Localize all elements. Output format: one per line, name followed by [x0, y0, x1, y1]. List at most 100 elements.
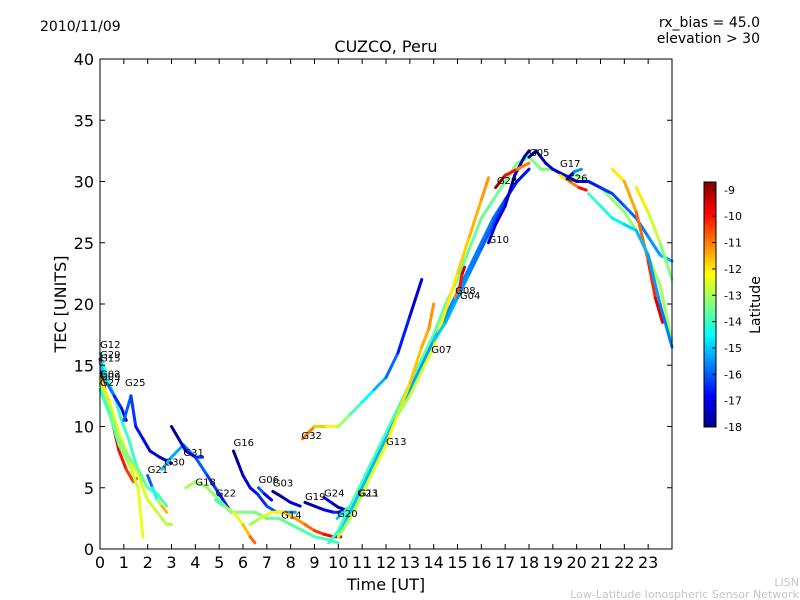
satellite-label: G30 — [164, 458, 184, 469]
satellite-label: G23 — [357, 488, 377, 499]
track-segment — [98, 361, 109, 386]
track-segment — [558, 173, 572, 183]
track-segment — [372, 376, 388, 392]
track-segment — [136, 467, 150, 490]
x-tick-label: 17 — [495, 553, 515, 572]
track-segment — [503, 173, 517, 208]
track-segment — [127, 455, 140, 471]
track-segment — [155, 510, 169, 526]
track-segment — [322, 508, 336, 514]
colorbar-tick-label: -10 — [724, 210, 742, 223]
y-tick-label: 30 — [74, 173, 94, 192]
track-segment — [193, 455, 209, 477]
track-segment — [458, 271, 464, 288]
track-segment — [303, 500, 316, 508]
track-segment — [456, 235, 471, 275]
track-g03 — [271, 489, 302, 508]
track-segment — [248, 486, 259, 496]
satellite-label: G02 — [100, 370, 120, 381]
x-tick-label: 6 — [238, 553, 248, 572]
colorbar — [703, 181, 717, 428]
plot-area — [98, 149, 674, 545]
track-segment — [98, 382, 112, 410]
y-tick-label: 15 — [74, 356, 94, 375]
x-tick-label: 14 — [423, 553, 443, 572]
track-g14 — [248, 510, 343, 539]
y-tick-label: 35 — [74, 111, 94, 130]
track-segment — [610, 167, 626, 183]
colorbar-tick-label: -16 — [724, 368, 742, 381]
satellite-label: G25 — [125, 378, 145, 389]
satellite-label: G22 — [216, 488, 236, 499]
track-segment — [427, 302, 436, 330]
track-segment — [117, 449, 128, 471]
x-tick-label: 16 — [471, 553, 491, 572]
colorbar-label: Latitude — [748, 276, 764, 334]
track-segment — [420, 345, 436, 373]
track-segment — [456, 247, 471, 281]
track-segment — [248, 516, 262, 526]
track-segment — [513, 155, 526, 177]
track-segment — [646, 235, 662, 257]
track-g31 — [170, 425, 204, 459]
x-tick-label: 9 — [309, 553, 319, 572]
x-tick-label: 3 — [166, 553, 176, 572]
track-segment — [420, 339, 436, 367]
satellite-label: G16 — [233, 438, 253, 449]
track-g05 — [527, 149, 674, 263]
satellite-label: G10 — [488, 235, 508, 246]
satellite-label: G24 — [324, 488, 344, 499]
track-segment — [408, 363, 424, 392]
track-segment — [327, 529, 340, 545]
x-tick-label: 13 — [400, 553, 420, 572]
satellite-label: G03 — [273, 479, 293, 490]
track-g32 — [301, 278, 424, 441]
track-segment — [134, 425, 145, 441]
track-g24 — [322, 496, 347, 512]
track-segment — [622, 222, 638, 232]
satellite-label: G21 — [148, 465, 168, 476]
track-g27 — [98, 388, 145, 539]
track-segment — [112, 394, 123, 410]
track-segment — [515, 161, 531, 171]
x-tick-label: 2 — [143, 553, 153, 572]
track-segment — [160, 504, 169, 514]
track-g28 — [494, 161, 531, 190]
satellite-label: G15 — [100, 354, 120, 365]
track-segment — [255, 492, 269, 508]
track-segment — [572, 167, 583, 174]
track-segment — [301, 425, 316, 441]
track-segment — [313, 504, 326, 512]
track-segment — [384, 406, 400, 435]
track-segment — [184, 449, 197, 459]
y-tick-label: 0 — [84, 540, 94, 559]
track-segment — [282, 510, 297, 520]
x-tick-label: 8 — [286, 553, 296, 572]
track-segment — [117, 437, 131, 459]
satellite-label: G19 — [305, 492, 325, 503]
x-tick-label: 21 — [590, 553, 610, 572]
track-segment — [467, 241, 483, 269]
track-segment — [479, 222, 495, 251]
track-segment — [136, 474, 150, 502]
track-g10 — [486, 149, 531, 245]
track-segment — [141, 437, 152, 453]
track-g04 — [432, 167, 531, 343]
track-segment — [146, 474, 154, 490]
track-segment — [98, 388, 112, 416]
colorbar-tick-label: -12 — [724, 263, 742, 276]
track-g22 — [214, 498, 257, 545]
x-tick-label: 15 — [447, 553, 467, 572]
y-tick-label: 40 — [74, 50, 94, 69]
track-segment — [231, 510, 245, 526]
track-segment — [360, 455, 376, 484]
track-segment — [348, 400, 364, 416]
track-segment — [348, 492, 364, 520]
track-segment — [127, 461, 140, 490]
plot-frame — [99, 58, 673, 550]
track-segment — [158, 455, 173, 465]
y-tick-label: 25 — [74, 234, 94, 253]
track-segment — [289, 500, 302, 508]
track-g26 — [565, 167, 583, 181]
track-segment — [372, 431, 388, 459]
